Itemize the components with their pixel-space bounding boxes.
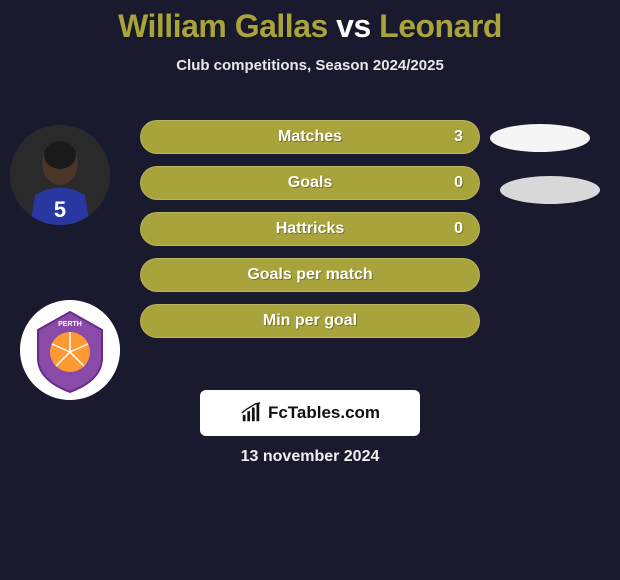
stat-row-goals-per-match: Goals per match	[140, 258, 480, 292]
stat-row-min-per-goal: Min per goal	[140, 304, 480, 338]
stat-value: 0	[454, 174, 463, 192]
page-title: William Gallas vs Leonard	[0, 0, 620, 45]
stat-label: Goals per match	[247, 266, 372, 284]
branding-text: FcTables.com	[268, 403, 380, 423]
branding-badge: FcTables.com	[200, 390, 420, 436]
player2-name: Leonard	[379, 8, 502, 44]
stat-value: 0	[454, 220, 463, 238]
footer-date: 13 november 2024	[0, 448, 620, 466]
decorative-blob-2	[500, 176, 600, 204]
stats-container: Matches 3 Goals 0 Hattricks 0 Goals per …	[140, 120, 480, 350]
player1-avatar: 5	[10, 125, 110, 225]
chart-icon	[240, 402, 262, 424]
stat-row-matches: Matches 3	[140, 120, 480, 154]
decorative-blob-1	[490, 124, 590, 152]
stat-label: Hattricks	[276, 220, 344, 238]
stat-row-hattricks: Hattricks 0	[140, 212, 480, 246]
stat-label: Matches	[278, 128, 342, 146]
stat-row-goals: Goals 0	[140, 166, 480, 200]
svg-text:PERTH: PERTH	[58, 321, 82, 328]
stat-value: 3	[454, 128, 463, 146]
svg-text:5: 5	[54, 197, 66, 222]
stat-label: Min per goal	[263, 312, 357, 330]
player1-name: William Gallas	[118, 8, 328, 44]
player2-avatar: PERTH	[20, 300, 120, 400]
stat-label: Goals	[288, 174, 332, 192]
vs-label: vs	[336, 8, 371, 44]
subtitle: Club competitions, Season 2024/2025	[0, 57, 620, 74]
